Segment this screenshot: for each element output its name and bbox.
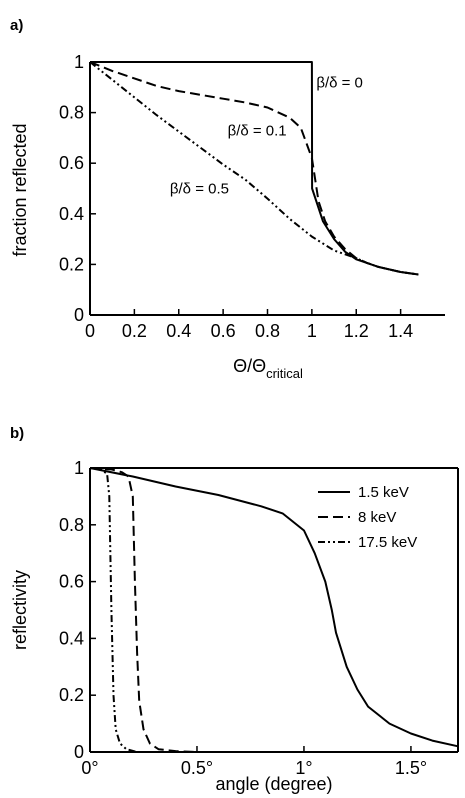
panel-b-series [89, 467, 459, 753]
panel-b-ytick-label-4: 0.8 [59, 515, 84, 535]
legend-label-2: 17.5 keV [358, 534, 417, 551]
panel-b-ytick-label-5: 1 [74, 458, 84, 478]
panel-a-series [89, 61, 419, 276]
panel-a-xtick-label-6: 1.2 [344, 321, 369, 341]
panel-a-xtick-label-7: 1.4 [388, 321, 413, 341]
panel-b-legend: 1.5 keV 8 keV 17.5 keV [318, 484, 417, 551]
panel-b-xtick-label-2: 1° [295, 758, 312, 778]
legend-label-0: 1.5 keV [358, 484, 409, 501]
panel-a-xtick-label-3: 0.6 [211, 321, 236, 341]
panel-b-ytick-label-1: 0.2 [59, 685, 84, 705]
panel-a-ytick-label-2: 0.4 [59, 204, 84, 224]
panel-b-xtick-label-0: 0° [81, 758, 98, 778]
panel-a-annotation-1: β/δ = 0.1 [228, 122, 287, 139]
panel-b-ytick-label-0: 0 [74, 742, 84, 762]
panel-a-ticks: 0 0.2 0.4 0.6 0.8 1 0 0.2 0.4 0.6 0.8 1 1.2 1.4 [59, 52, 413, 341]
panel-a-ytick-label-5: 1 [74, 52, 84, 72]
panel-a-axes [89, 62, 445, 316]
panel-b-y-label: reflectivity [10, 570, 30, 650]
panel-b-xtick-label-1: 0.5° [181, 758, 213, 778]
panel-b-series-2 [89, 467, 458, 753]
panel-a-x-label-main: Θ/Θ [233, 356, 266, 376]
panel-a-annotations: β/δ = 0 β/δ = 0.1 β/δ = 0.5 [170, 74, 363, 197]
panel-b-series-0 [89, 467, 459, 748]
panel-b-label: b) [10, 425, 24, 442]
panel-b-series-1 [89, 467, 458, 753]
panel-a-xtick-label-2: 0.4 [166, 321, 191, 341]
panel-a-xtick-label-4: 0.8 [255, 321, 280, 341]
panel-a-series-2 [89, 61, 419, 276]
panel-a-series-0 [90, 61, 419, 276]
panel-a-xtick-label-1: 0.2 [122, 321, 147, 341]
panel-a-ytick-label-4: 0.8 [59, 103, 84, 123]
panel-a-ytick-label-3: 0.6 [59, 153, 84, 173]
legend-label-1: 8 keV [358, 509, 396, 526]
panel-b: b) 0 0.2 0.4 0.6 0.8 1 0° 0.5° 1° 1.5° 1.5 keV 8 k… [10, 425, 459, 794]
panel-a-ytick-label-0: 0 [74, 305, 84, 325]
panel-b-ytick-label-2: 0.4 [59, 628, 84, 648]
panel-a-annotation-2: β/δ = 0.5 [170, 181, 229, 198]
panel-a-y-label: fraction reflected [10, 123, 30, 256]
panel-a-xtick-label-5: 1 [307, 321, 317, 341]
panel-a: a) 0 0.2 0.4 0.6 0.8 1 0 0.2 0.4 0.6 0.8 1 1.2 1.4 β/… [10, 17, 445, 381]
panel-a-series-1 [89, 61, 419, 276]
panel-b-xtick-label-3: 1.5° [395, 758, 427, 778]
panel-a-annotation-0: β/δ = 0 [316, 74, 363, 91]
panel-b-ytick-label-3: 0.6 [59, 572, 84, 592]
panel-a-xtick-label-0: 0 [85, 321, 95, 341]
panel-a-x-label-sub: critical [266, 366, 303, 381]
panel-a-ytick-label-1: 0.2 [59, 254, 84, 274]
panel-a-x-label: Θ/Θcritical [233, 356, 303, 381]
panel-b-x-label: angle (degree) [215, 774, 332, 794]
panel-a-label: a) [10, 17, 23, 34]
panel-b-ticks: 0 0.2 0.4 0.6 0.8 1 0° 0.5° 1° 1.5° [59, 458, 427, 778]
